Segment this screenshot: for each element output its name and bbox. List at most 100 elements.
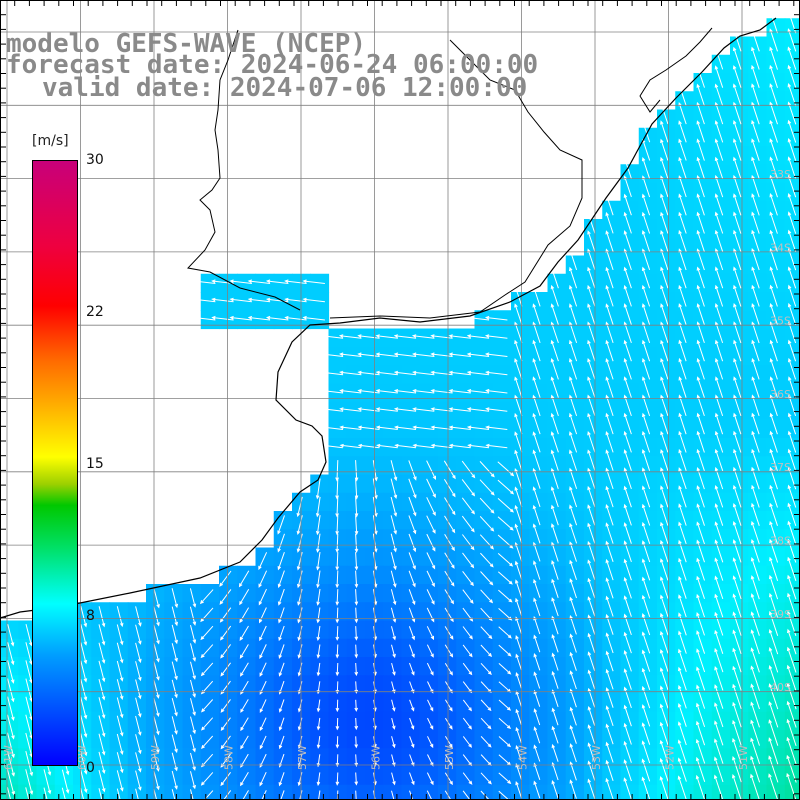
wind-arrow: [277, 533, 285, 553]
wind-arrow: [190, 624, 197, 644]
wind-arrow: [696, 593, 705, 618]
wind-arrow: [532, 486, 541, 508]
wind-arrow: [659, 776, 669, 800]
wind-arrow: [98, 769, 106, 793]
wind-arrow: [354, 644, 359, 659]
wind-arrow: [751, 339, 760, 362]
wind-arrow: [551, 578, 559, 598]
wind-arrow: [769, 46, 778, 70]
wind-arrow: [515, 653, 522, 671]
wind-arrow: [7, 750, 15, 777]
wind-arrow: [642, 394, 651, 417]
wind-arrow: [769, 538, 779, 563]
wind-arrow: [391, 736, 396, 749]
wind-arrow: [201, 699, 214, 713]
wind-arrow: [660, 211, 669, 234]
wind-arrow: [641, 156, 651, 179]
wind-arrow: [498, 626, 512, 639]
wind-arrow: [587, 230, 596, 252]
wind-arrow: [641, 430, 651, 453]
wind-arrow: [641, 594, 651, 617]
wind-arrow: [135, 661, 142, 682]
wind-arrow: [444, 699, 453, 712]
wind-arrow: [190, 734, 196, 753]
wind-arrow: [533, 708, 541, 726]
wind-arrow: [515, 671, 522, 689]
wind-arrow: [623, 558, 632, 581]
wind-arrow: [532, 394, 541, 417]
wind-arrow: [116, 660, 124, 682]
wind-arrow: [733, 156, 742, 180]
wind-arrow: [751, 174, 760, 198]
wind-arrow: [660, 230, 669, 252]
wind-speed-cell: [784, 182, 800, 202]
wind-arrow: [259, 662, 267, 677]
wind-speed-cell: [784, 73, 800, 92]
wind-arrow: [550, 321, 559, 344]
wind-arrow: [409, 772, 415, 786]
wind-arrow: [200, 772, 214, 786]
wind-arrow: [678, 211, 687, 234]
wind-arrow: [357, 352, 380, 357]
wind-arrow: [641, 667, 651, 690]
wind-arrow: [641, 303, 651, 325]
wind-arrow: [678, 684, 687, 709]
wind-arrow: [750, 737, 761, 765]
wind-arrow: [623, 613, 632, 636]
wind-arrow: [409, 699, 415, 712]
wind-arrow: [787, 321, 797, 344]
wind-arrow: [751, 466, 760, 490]
wind-arrow: [278, 699, 285, 713]
wind-arrow: [335, 717, 340, 731]
wind-arrow: [551, 633, 559, 653]
wind-arrow: [605, 650, 614, 672]
wind-arrow: [284, 297, 307, 303]
wind-arrow: [678, 503, 687, 526]
wind-arrow: [116, 606, 124, 628]
wind-arrow: [296, 533, 303, 553]
wind-arrow: [375, 425, 398, 430]
wind-speed-cell: [784, 36, 800, 56]
wind-speed-cell: [638, 784, 658, 800]
wind-arrow: [677, 775, 687, 800]
wind-speed-cell: [784, 91, 800, 111]
wind-arrow: [200, 607, 214, 623]
wind-arrow: [696, 83, 705, 107]
wind-arrow: [426, 460, 436, 481]
wind-arrow: [678, 485, 687, 508]
wind-arrow: [153, 716, 160, 736]
wind-arrow: [393, 352, 417, 357]
wind-arrow: [426, 570, 435, 588]
wind-arrow: [153, 697, 160, 717]
wind-arrow: [569, 725, 577, 744]
wind-speed-cell: [529, 784, 549, 800]
wind-arrow: [229, 279, 252, 284]
wind-arrow: [153, 770, 160, 791]
wind-arrow: [769, 83, 778, 107]
wind-speed-cell: [784, 529, 800, 549]
wind-arrow: [515, 616, 522, 635]
longitude-label: 56W: [370, 745, 383, 770]
wind-arrow: [587, 504, 596, 526]
wind-speed-cell: [784, 602, 800, 622]
wind-arrow: [733, 193, 742, 216]
wind-arrow: [189, 606, 197, 626]
wind-arrow: [623, 522, 632, 544]
wind-arrow: [659, 721, 669, 746]
wind-arrow: [769, 574, 779, 600]
wind-arrow: [660, 193, 669, 216]
longitude-label: 57W: [296, 745, 309, 770]
wind-arrow: [768, 773, 779, 800]
wind-arrow: [660, 284, 669, 307]
wind-arrow: [587, 321, 596, 344]
wind-arrow: [357, 443, 380, 449]
wind-arrow: [696, 303, 705, 325]
wind-speed-cell: [784, 511, 800, 530]
wind-arrow: [462, 772, 473, 785]
wind-arrow: [660, 576, 669, 599]
wind-arrow: [787, 302, 797, 325]
wind-arrow: [427, 681, 434, 694]
wind-arrow: [714, 321, 724, 344]
wind-arrow: [750, 683, 760, 710]
wind-arrow: [80, 715, 88, 738]
